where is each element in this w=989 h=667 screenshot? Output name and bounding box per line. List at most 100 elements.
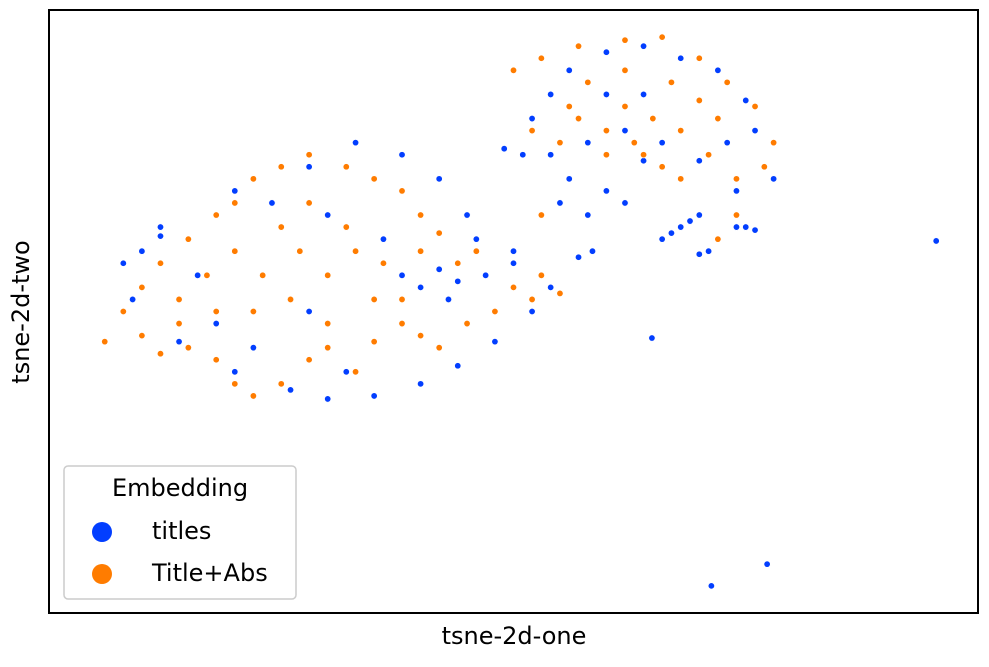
point [732,175,740,183]
point [695,250,703,258]
point [305,356,313,364]
point [714,66,722,74]
point [249,344,257,352]
point [482,271,490,279]
point [277,163,285,171]
point [648,334,656,342]
point [751,226,759,234]
point [119,307,127,315]
point [175,295,183,303]
point [714,115,722,123]
point [658,33,666,41]
point [249,175,257,183]
point [556,139,564,147]
legend-box [63,465,297,600]
point [602,151,610,159]
point [705,151,713,159]
point [667,78,675,86]
x-axis-label: tsne-2d-one [442,622,587,650]
point [324,271,332,279]
point [352,247,360,255]
point [398,187,406,195]
point [138,332,146,340]
point [379,235,387,243]
point [630,139,638,147]
point [417,332,425,340]
point [686,217,694,225]
point [714,235,722,243]
point [751,102,759,110]
point [305,307,313,315]
point [695,54,703,62]
point [602,127,610,135]
point [454,277,462,285]
point [398,271,406,279]
point [296,247,304,255]
point [463,211,471,219]
point [575,115,583,123]
point [194,271,202,279]
point [732,211,740,219]
point [156,259,164,267]
point [705,247,713,255]
point [723,139,731,147]
point [249,392,257,400]
plot-frame [48,9,979,614]
point [305,199,313,207]
point [640,42,648,50]
point [677,175,685,183]
point [138,283,146,291]
point [723,78,731,86]
point [763,560,771,568]
point [500,145,508,153]
point [732,187,740,195]
point [640,151,648,159]
point [695,157,703,165]
point [305,151,313,159]
point [175,338,183,346]
point [932,237,940,245]
point [305,163,313,171]
point [491,307,499,315]
point [212,211,220,219]
y-axis-label: tsne-2d-two [7,240,35,383]
point [565,102,573,110]
point [156,223,164,231]
legend-marker [92,522,112,542]
point [212,320,220,328]
point [287,295,295,303]
point [435,265,443,273]
point [138,247,146,255]
point [537,211,545,219]
point [352,139,360,147]
point [565,66,573,74]
point [370,295,378,303]
point [435,344,443,352]
point [417,247,425,255]
point [454,362,462,370]
point [695,96,703,104]
point [454,259,462,267]
point [472,235,480,243]
point [621,127,629,135]
point [509,247,517,255]
point [732,223,740,231]
point [528,115,536,123]
point [370,392,378,400]
point [640,90,648,98]
point [231,368,239,376]
point [203,271,211,279]
legend: Embedding titles Title+Abs [63,465,297,600]
point [621,36,629,44]
point [277,380,285,388]
point [287,386,295,394]
point [677,127,685,135]
point [156,232,164,240]
point [509,283,517,291]
point [519,151,527,159]
point [509,259,517,267]
point [398,320,406,328]
point [658,163,666,171]
point [156,350,164,358]
